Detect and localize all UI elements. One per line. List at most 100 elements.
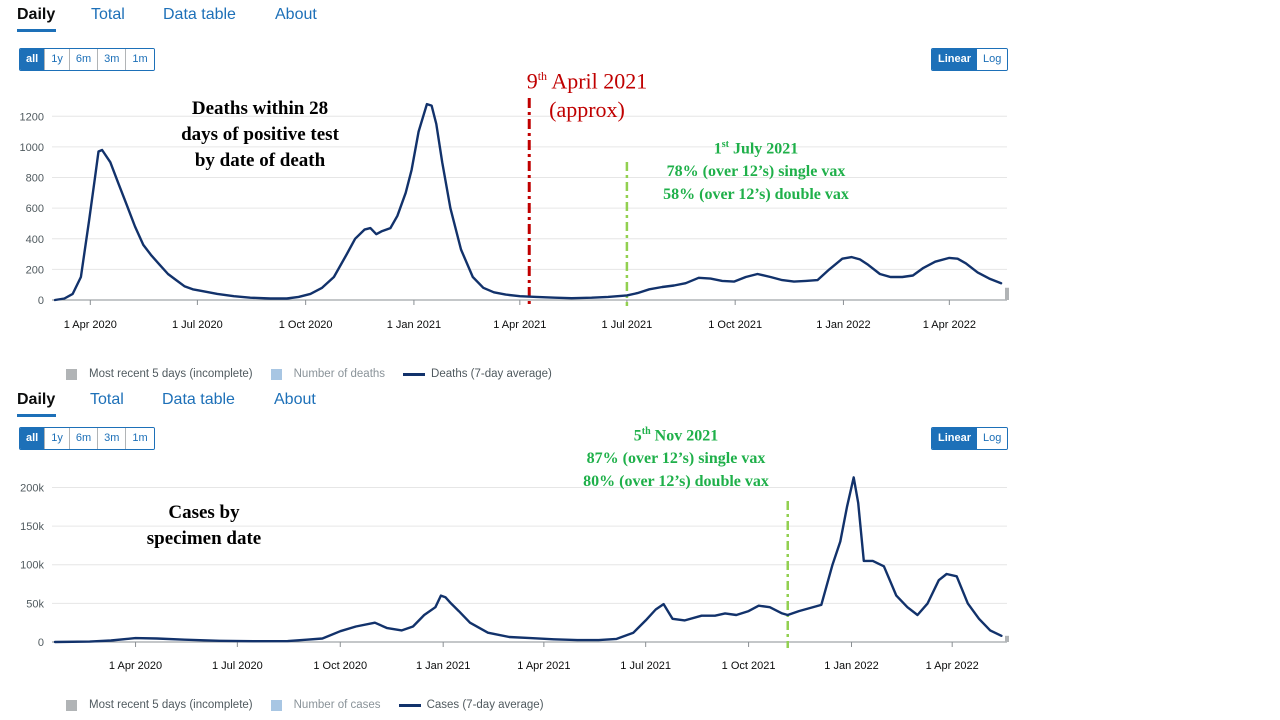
range-3m-button[interactable]: 3m	[98, 428, 127, 449]
cases-y-tick-label: 150k	[20, 521, 44, 533]
july-rest: July 2021	[728, 140, 799, 158]
scale-selector: Linear Log	[931, 427, 1009, 450]
deaths-y-tick-label: 1200	[20, 111, 44, 123]
deaths-x-tick-label: 1 Apr 2021	[493, 319, 546, 331]
legend-average: Deaths (7-day average)	[403, 368, 552, 380]
scale-selector: Linear Log	[931, 48, 1009, 71]
range-3m-button[interactable]: 3m	[98, 49, 127, 70]
cases-x-tick-label: 1 Apr 2020	[109, 660, 162, 672]
tab-about[interactable]: About	[274, 391, 316, 408]
april-annotation-line-1: 9th April 2021	[490, 62, 684, 95]
july-2021-annotation: 1st July 2021 78% (over 12’s) single vax…	[636, 133, 876, 206]
time-range-selector: all 1y 6m 3m 1m	[19, 48, 155, 71]
cases-y-tick-label: 50k	[26, 598, 44, 610]
range-all-button[interactable]: all	[20, 428, 46, 449]
deaths-x-tick-label: 1 Apr 2022	[923, 319, 976, 331]
cases-x-tick-label: 1 Oct 2021	[722, 660, 776, 672]
cases-x-tick-label: 1 Jan 2021	[416, 660, 470, 672]
deaths-legend: Most recent 5 days (incomplete) Number o…	[66, 366, 570, 382]
deaths-incomplete-bar	[1005, 287, 1009, 300]
deaths-x-tick-label: 1 Oct 2021	[708, 319, 762, 331]
july-annotation-line-3: 58% (over 12’s) double vax	[663, 186, 849, 204]
deaths-panel: Daily Total Data table About all 1y 6m 3…	[0, 0, 1032, 388]
time-range-selector: all 1y 6m 3m 1m	[19, 427, 155, 450]
tab-about[interactable]: About	[275, 6, 317, 23]
deaths-x-tick-label: 1 Oct 2020	[279, 319, 333, 331]
average-swatch	[403, 372, 426, 376]
july-annotation-line-1: 1st July 2021	[636, 133, 876, 160]
july-day: 1	[713, 140, 722, 158]
nov-day: 5	[633, 427, 642, 445]
deaths-x-tick-label: 1 Jan 2022	[816, 319, 870, 331]
legend-average: Cases (7-day average)	[398, 699, 544, 711]
tab-data-table[interactable]: Data table	[163, 6, 236, 23]
deaths-x-tick-label: 1 Apr 2020	[64, 319, 117, 331]
incomplete-swatch	[66, 699, 77, 711]
scale-linear-button[interactable]: Linear	[932, 49, 978, 70]
range-1m-button[interactable]: 1m	[126, 428, 154, 449]
cases-x-tick-label: 1 Jan 2022	[824, 660, 878, 672]
number-swatch	[270, 368, 282, 380]
range-all-button[interactable]: all	[20, 49, 46, 70]
cases-incomplete-bar	[1005, 635, 1009, 642]
nov-suffix: th	[641, 426, 651, 437]
legend-average-label: Deaths (7-day average)	[431, 368, 552, 380]
cases-y-tick-label: 0	[38, 637, 44, 649]
deaths-y-tick-label: 600	[26, 203, 44, 215]
cases-x-tick-label: 1 Apr 2021	[517, 660, 570, 672]
tab-daily[interactable]: Daily	[17, 6, 56, 23]
deaths-title-line-2: days of positive test	[181, 124, 339, 145]
july-annotation-line-2: 78% (over 12’s) single vax	[666, 163, 846, 181]
scale-log-button[interactable]: Log	[977, 49, 1008, 70]
active-tab-underline	[17, 29, 56, 32]
deaths-title-line-3: by date of death	[194, 150, 326, 171]
april-rest: April 2021	[547, 68, 648, 94]
nov-rest: Nov 2021	[650, 427, 719, 445]
tab-total[interactable]: Total	[91, 6, 125, 23]
deaths-y-tick-label: 1000	[20, 142, 44, 154]
cases-x-tick-label: 1 Oct 2020	[313, 660, 367, 672]
deaths-title-line-1: Deaths within 28	[191, 98, 329, 119]
nov-annotation-line-1: 5th Nov 2021	[556, 420, 796, 447]
scale-linear-button[interactable]: Linear	[932, 428, 978, 449]
april-day: 9	[526, 68, 538, 94]
legend-number-label: Number of deaths	[293, 368, 386, 380]
deaths-y-tick-label: 200	[26, 264, 44, 276]
incomplete-swatch	[66, 368, 77, 380]
legend-number: Number of cases	[270, 699, 381, 711]
tab-total[interactable]: Total	[90, 391, 124, 408]
legend-incomplete: Most recent 5 days (incomplete)	[66, 368, 253, 380]
number-swatch	[270, 699, 282, 711]
april-annotation-line-2: (approx)	[549, 97, 625, 123]
range-1y-button[interactable]: 1y	[45, 428, 70, 449]
cases-x-tick-label: 1 Jul 2020	[212, 660, 263, 672]
deaths-y-tick-label: 400	[26, 234, 44, 246]
deaths-chart: 0 200 400 600 800 1000 1200 1 Apr 2020 1 Jul 202…	[20, 98, 1009, 331]
july-suffix: st	[721, 139, 729, 150]
cases-x-tick-label: 1 Jul 2021	[620, 660, 671, 672]
range-6m-button[interactable]: 6m	[69, 49, 99, 70]
tab-daily[interactable]: Daily	[17, 391, 56, 408]
legend-number: Number of deaths	[270, 368, 386, 380]
scale-log-button[interactable]: Log	[977, 428, 1008, 449]
cases-chart: 0 50k 100k 150k 200k 1 Apr 2020 1 Jul 2020 1 Oc…	[20, 476, 1009, 672]
nov-annotation-line-3: 80% (over 12’s) double vax	[583, 473, 769, 491]
range-1y-button[interactable]: 1y	[45, 49, 70, 70]
cases-title-line-1: Cases by	[168, 502, 240, 523]
cases-y-tick-label: 100k	[20, 560, 44, 572]
legend-incomplete-label: Most recent 5 days (incomplete)	[89, 368, 253, 380]
nov-annotation-line-2: 87% (over 12’s) single vax	[586, 450, 766, 468]
range-1m-button[interactable]: 1m	[126, 49, 154, 70]
cases-title-line-2: specimen date	[146, 528, 262, 549]
legend-incomplete-label: Most recent 5 days (incomplete)	[89, 699, 253, 711]
april-suffix: th	[537, 69, 548, 83]
range-6m-button[interactable]: 6m	[69, 428, 99, 449]
cases-title-annotation: Cases by specimen date	[120, 500, 288, 552]
cases-panel: Daily Total Data table About all 1y 6m 3…	[0, 387, 1032, 720]
tab-data-table[interactable]: Data table	[162, 391, 235, 408]
deaths-x-tick-label: 1 Jul 2020	[172, 319, 223, 331]
active-tab-underline	[17, 414, 56, 417]
legend-number-label: Number of cases	[293, 699, 381, 711]
deaths-series-line	[53, 102, 1003, 302]
deaths-x-tick-label: 1 Jul 2021	[602, 319, 653, 331]
